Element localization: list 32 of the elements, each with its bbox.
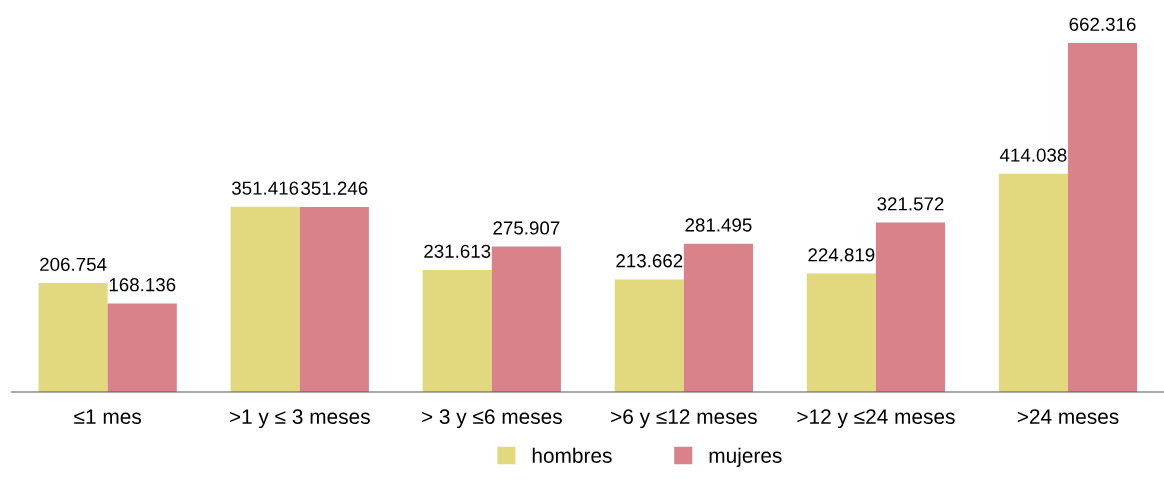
data-label: 213.662: [616, 254, 683, 268]
data-label: 351.246: [301, 181, 368, 195]
x-tick-label: >6 y ≤12 meses: [611, 409, 757, 429]
bar: [998, 173, 1068, 393]
x-tick-label: ≤1 mes: [74, 409, 141, 424]
x-tick-label: >1 y ≤ 3 meses: [229, 409, 370, 429]
data-label: 224.819: [808, 248, 875, 262]
bar: [107, 303, 177, 393]
bar: [683, 243, 753, 393]
data-label: 275.907: [493, 221, 560, 235]
x-tick-label: >12 y ≤24 meses: [797, 409, 955, 429]
bar: [422, 269, 492, 393]
data-label: 168.136: [109, 278, 176, 292]
data-label: 414.038: [999, 148, 1067, 162]
data-label: 351.416: [231, 181, 299, 195]
bar: [875, 222, 946, 393]
legend-label: mujeres: [709, 447, 782, 468]
bar: [38, 283, 108, 393]
bar: [1067, 43, 1138, 393]
bar: [491, 246, 561, 393]
bar: [614, 279, 684, 393]
x-tick-label: >24 meses: [1017, 409, 1119, 424]
bar: [230, 206, 300, 393]
data-label: 281.495: [685, 218, 752, 232]
bar: [299, 206, 369, 393]
legend-label: hombres: [532, 447, 612, 463]
data-label: 206.754: [40, 257, 107, 272]
x-tick-label: > 3 y ≤6 meses: [421, 409, 562, 429]
bar: [806, 273, 876, 393]
data-label: 321.572: [877, 197, 944, 211]
data-label: 662.316: [1069, 17, 1136, 31]
data-label: 231.613: [424, 244, 491, 258]
